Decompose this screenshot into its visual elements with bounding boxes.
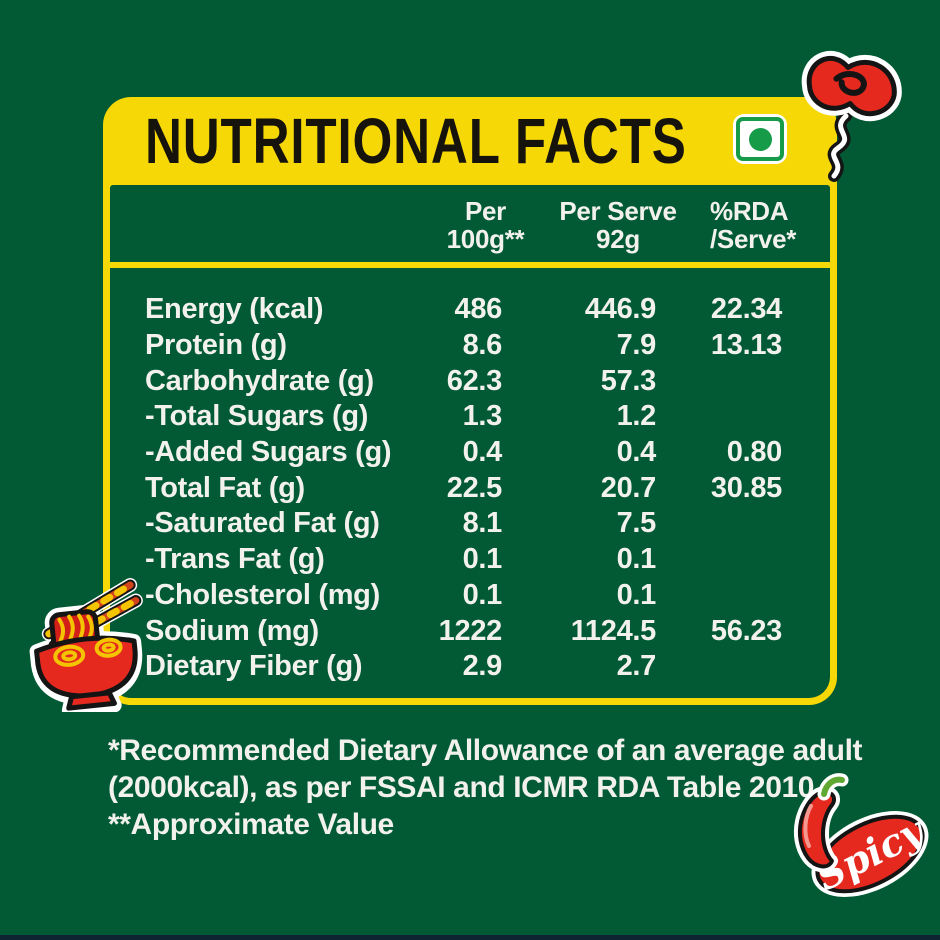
value-per-100g: 0.4 [462,436,503,469]
value-rda-per-serve: 56.23 [710,614,782,647]
value-per-serve: 1.2 [616,400,657,433]
noodle-bowl-sticker-icon [29,578,143,712]
nutrient-label: -Trans Fat (g) [145,543,325,576]
value-rda-per-serve: 30.85 [710,471,782,504]
value-rda-per-serve: 0.80 [726,436,783,469]
table-row-added-sugars: -Added Sugars (g) 0.4 0.4 0.80 [145,435,803,471]
table-row-cholesterol: -Cholesterol (mg) 0.1 0.1 [145,578,803,614]
table-row-energy: Energy (kcal) 486 446.9 22.34 [145,292,803,328]
nutrient-label: -Added Sugars (g) [145,436,392,469]
column-header-line: 100g** [446,224,525,254]
nutrient-label: -Saturated Fat (g) [145,507,380,540]
value-per-serve: 2.7 [616,650,657,683]
column-header-per-serve: Per Serve 92g [558,197,678,253]
nutrient-label: Carbohydrate (g) [145,364,374,397]
column-header-rda-per-serve: %RDA /Serve* [678,197,803,253]
value-per-serve: 7.9 [616,329,657,362]
table-row-total-fat: Total Fat (g) 22.5 20.7 30.85 [145,470,803,506]
table-row-carbohydrate: Carbohydrate (g) 62.3 57.3 [145,363,803,399]
value-per-100g: 22.5 [446,471,503,504]
nutrient-label: -Cholesterol (mg) [145,578,380,611]
page-title-text: NUTRITIONAL FACTS [145,105,687,177]
value-per-serve: 0.1 [616,578,657,611]
table-header-row: Per 100g** Per Serve 92g %RDA /Serve* [145,197,803,253]
value-per-100g: 0.1 [462,543,503,576]
value-per-100g: 8.1 [462,507,503,540]
nutrient-label: -Total Sugars (g) [145,400,369,433]
table-row-protein: Protein (g) 8.6 7.9 13.13 [145,328,803,364]
value-rda-per-serve: 13.13 [710,329,782,362]
nutrient-label: Energy (kcal) [145,293,324,326]
table-row-trans-fat: -Trans Fat (g) 0.1 0.1 [145,542,803,578]
nutrient-label: Dietary Fiber (g) [145,650,363,683]
nutrient-label: Total Fat (g) [145,471,305,504]
footnote-rda-cont: (2000kcal), as per FSSAI and ICMR RDA Ta… [108,771,822,804]
header-spacer [145,197,413,253]
table-row-sodium: Sodium (mg) 1222 1124.5 56.23 [145,613,803,649]
value-per-100g: 2.9 [462,650,503,683]
veg-mark-border [736,117,784,161]
table-row-dietary-fiber: Dietary Fiber (g) 2.9 2.7 [145,649,803,685]
value-per-100g: 1.3 [462,400,503,433]
value-per-100g: 0.1 [462,578,503,611]
table-row-total-sugars: -Total Sugars (g) 1.3 1.2 [145,399,803,435]
veg-mark-dot [748,127,772,151]
nutrition-table: Energy (kcal) 486 446.9 22.34 Protein (g… [145,292,803,685]
nutrition-facts-card: NUTRITIONAL FACTS Per 100g** Per Serve 9… [103,97,837,705]
column-header-line: 92g [596,224,640,254]
column-header-line: %RDA [710,196,789,226]
lips-noodle-sticker-icon [801,50,902,182]
spicy-chili-sticker-icon: Spicy [793,773,930,899]
table-row-saturated-fat: -Saturated Fat (g) 8.1 7.5 [145,506,803,542]
column-header-line: /Serve* [710,224,797,254]
page-title: NUTRITIONAL FACTS [145,97,822,185]
value-per-100g: 1222 [438,614,503,647]
footnote-approximate: **Approximate Value [108,808,394,841]
column-header-per-100g: Per 100g** [413,197,558,253]
value-per-serve: 0.4 [616,436,657,469]
value-per-100g: 486 [454,293,503,326]
column-header-line: Per Serve [559,196,677,226]
value-per-serve: 7.5 [616,507,657,540]
footnote-rda: *Recommended Dietary Allowance of an ave… [108,734,863,767]
card-body-panel [110,185,830,698]
value-per-serve: 1124.5 [570,614,657,647]
nutrient-label: Protein (g) [145,329,287,362]
bottom-edge-strip [0,935,940,940]
footnotes: *Recommended Dietary Allowance of an ave… [108,732,863,843]
nutrient-label: Sodium (mg) [145,614,319,647]
value-per-serve: 57.3 [600,364,657,397]
value-per-100g: 8.6 [462,329,503,362]
header-divider-line [110,262,830,268]
column-header-line: Per [464,196,507,226]
value-per-serve: 0.1 [616,543,657,576]
value-per-serve: 20.7 [600,471,657,504]
value-rda-per-serve: 22.34 [710,293,782,326]
veg-mark-icon [733,114,787,164]
value-per-serve: 446.9 [584,293,656,326]
value-per-100g: 62.3 [446,364,503,397]
